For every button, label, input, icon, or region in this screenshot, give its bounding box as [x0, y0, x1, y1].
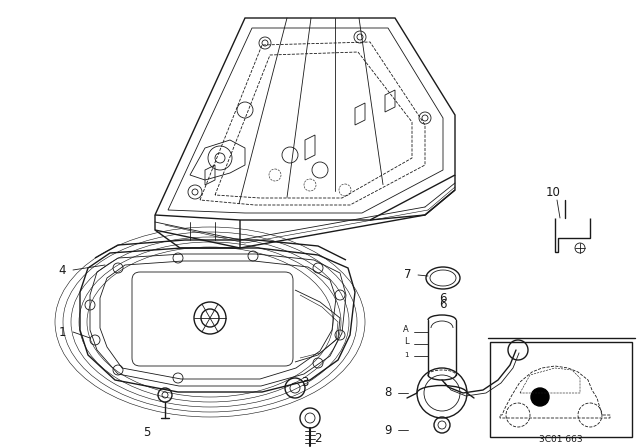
Text: 2: 2 — [314, 431, 322, 444]
Text: 8: 8 — [384, 387, 392, 400]
Text: 1: 1 — [404, 352, 408, 358]
Text: 3C01 663: 3C01 663 — [539, 435, 583, 444]
Text: 6: 6 — [439, 298, 447, 311]
Text: 1: 1 — [58, 326, 66, 339]
Text: A: A — [403, 326, 409, 335]
Text: 3: 3 — [301, 375, 308, 388]
Text: 7: 7 — [404, 268, 412, 281]
Bar — [490, 342, 632, 437]
Circle shape — [531, 388, 549, 406]
Text: L: L — [404, 337, 408, 346]
Text: 10: 10 — [545, 186, 561, 199]
Text: 5: 5 — [143, 426, 150, 439]
Text: 4: 4 — [58, 263, 66, 276]
Text: 6: 6 — [439, 292, 447, 305]
Text: 9: 9 — [384, 423, 392, 436]
